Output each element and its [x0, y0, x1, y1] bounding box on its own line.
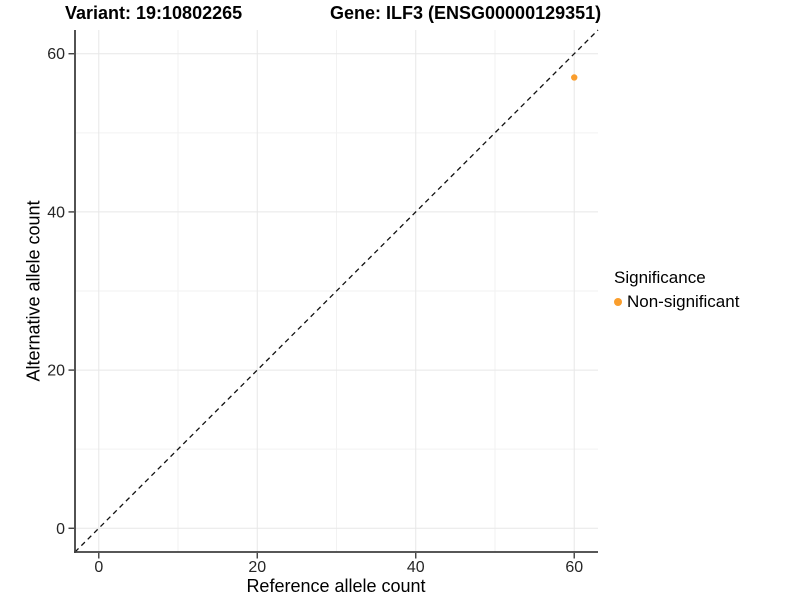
y-tick-label: 0 [56, 521, 65, 538]
legend-point-icon [614, 298, 622, 306]
x-tick-label: 60 [565, 559, 583, 576]
x-tick-label: 0 [94, 559, 103, 576]
legend-item: Non-significant [614, 292, 739, 312]
x-tick-label: 20 [248, 559, 266, 576]
identity-line [74, 29, 599, 553]
y-axis-title: Alternative allele count [23, 200, 44, 382]
data-point [571, 74, 578, 81]
legend-item-label: Non-significant [627, 292, 740, 311]
y-tick-label: 60 [47, 46, 65, 63]
legend: Significance Non-significant [614, 268, 739, 312]
y-tick-label: 20 [47, 363, 65, 380]
y-tick-label: 40 [47, 204, 65, 221]
x-tick-label: 40 [407, 559, 425, 576]
variant-title: Variant: 19:10802265 [65, 3, 243, 23]
x-axis-title: Reference allele count [246, 576, 426, 596]
gene-title: Gene: ILF3 (ENSG00000129351) [330, 3, 602, 23]
legend-title: Significance [614, 268, 706, 287]
